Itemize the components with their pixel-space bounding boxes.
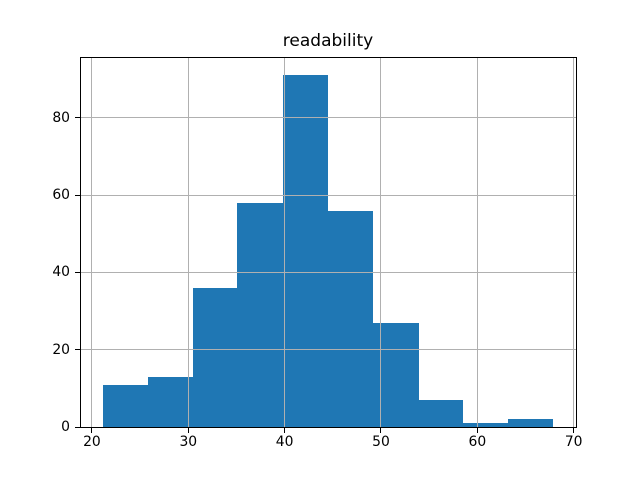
y-gridline: [80, 117, 576, 119]
y-tick-mark: [74, 349, 80, 351]
x-tick-mark: [476, 428, 478, 434]
histogram-bar: [147, 376, 194, 428]
y-tick-label: 80: [52, 109, 70, 126]
histogram-bar: [508, 419, 554, 428]
x-tick-mark: [380, 428, 382, 434]
x-tick-label: 50: [372, 434, 390, 451]
x-tick-mark: [284, 428, 286, 434]
x-tick-label: 40: [275, 434, 294, 451]
x-tick-mark: [573, 428, 575, 434]
x-gridline: [573, 57, 575, 428]
histogram-bar: [102, 384, 148, 428]
histogram-bar: [282, 75, 328, 428]
histogram-bar: [328, 210, 374, 428]
x-tick-label: 30: [179, 434, 198, 451]
x-gridline: [380, 57, 382, 428]
x-tick-label: 70: [564, 434, 583, 451]
histogram-bar: [462, 423, 509, 428]
y-tick-mark: [74, 271, 80, 273]
y-tick-mark: [74, 426, 80, 428]
chart-title: readability: [282, 31, 374, 51]
y-gridline: [80, 349, 576, 351]
x-tick-mark: [187, 428, 189, 434]
x-gridline: [284, 57, 286, 428]
y-gridline: [80, 194, 576, 196]
x-gridline: [91, 57, 93, 428]
y-tick-mark: [74, 194, 80, 196]
x-tick-label: 60: [468, 434, 487, 451]
y-tick-label: 20: [52, 341, 70, 358]
y-tick-label: 60: [52, 187, 70, 204]
histogram-bar: [418, 400, 463, 428]
y-tick-label: 40: [52, 264, 70, 281]
y-gridline: [80, 271, 576, 273]
histogram-bar: [193, 287, 238, 428]
x-gridline: [187, 57, 189, 428]
y-tick-label: 0: [61, 419, 70, 436]
x-tick-mark: [91, 428, 93, 434]
y-tick-mark: [74, 117, 80, 119]
histogram-bar: [237, 202, 283, 428]
y-gridline: [80, 426, 576, 428]
x-tick-label: 20: [83, 434, 101, 451]
x-gridline: [476, 57, 478, 428]
